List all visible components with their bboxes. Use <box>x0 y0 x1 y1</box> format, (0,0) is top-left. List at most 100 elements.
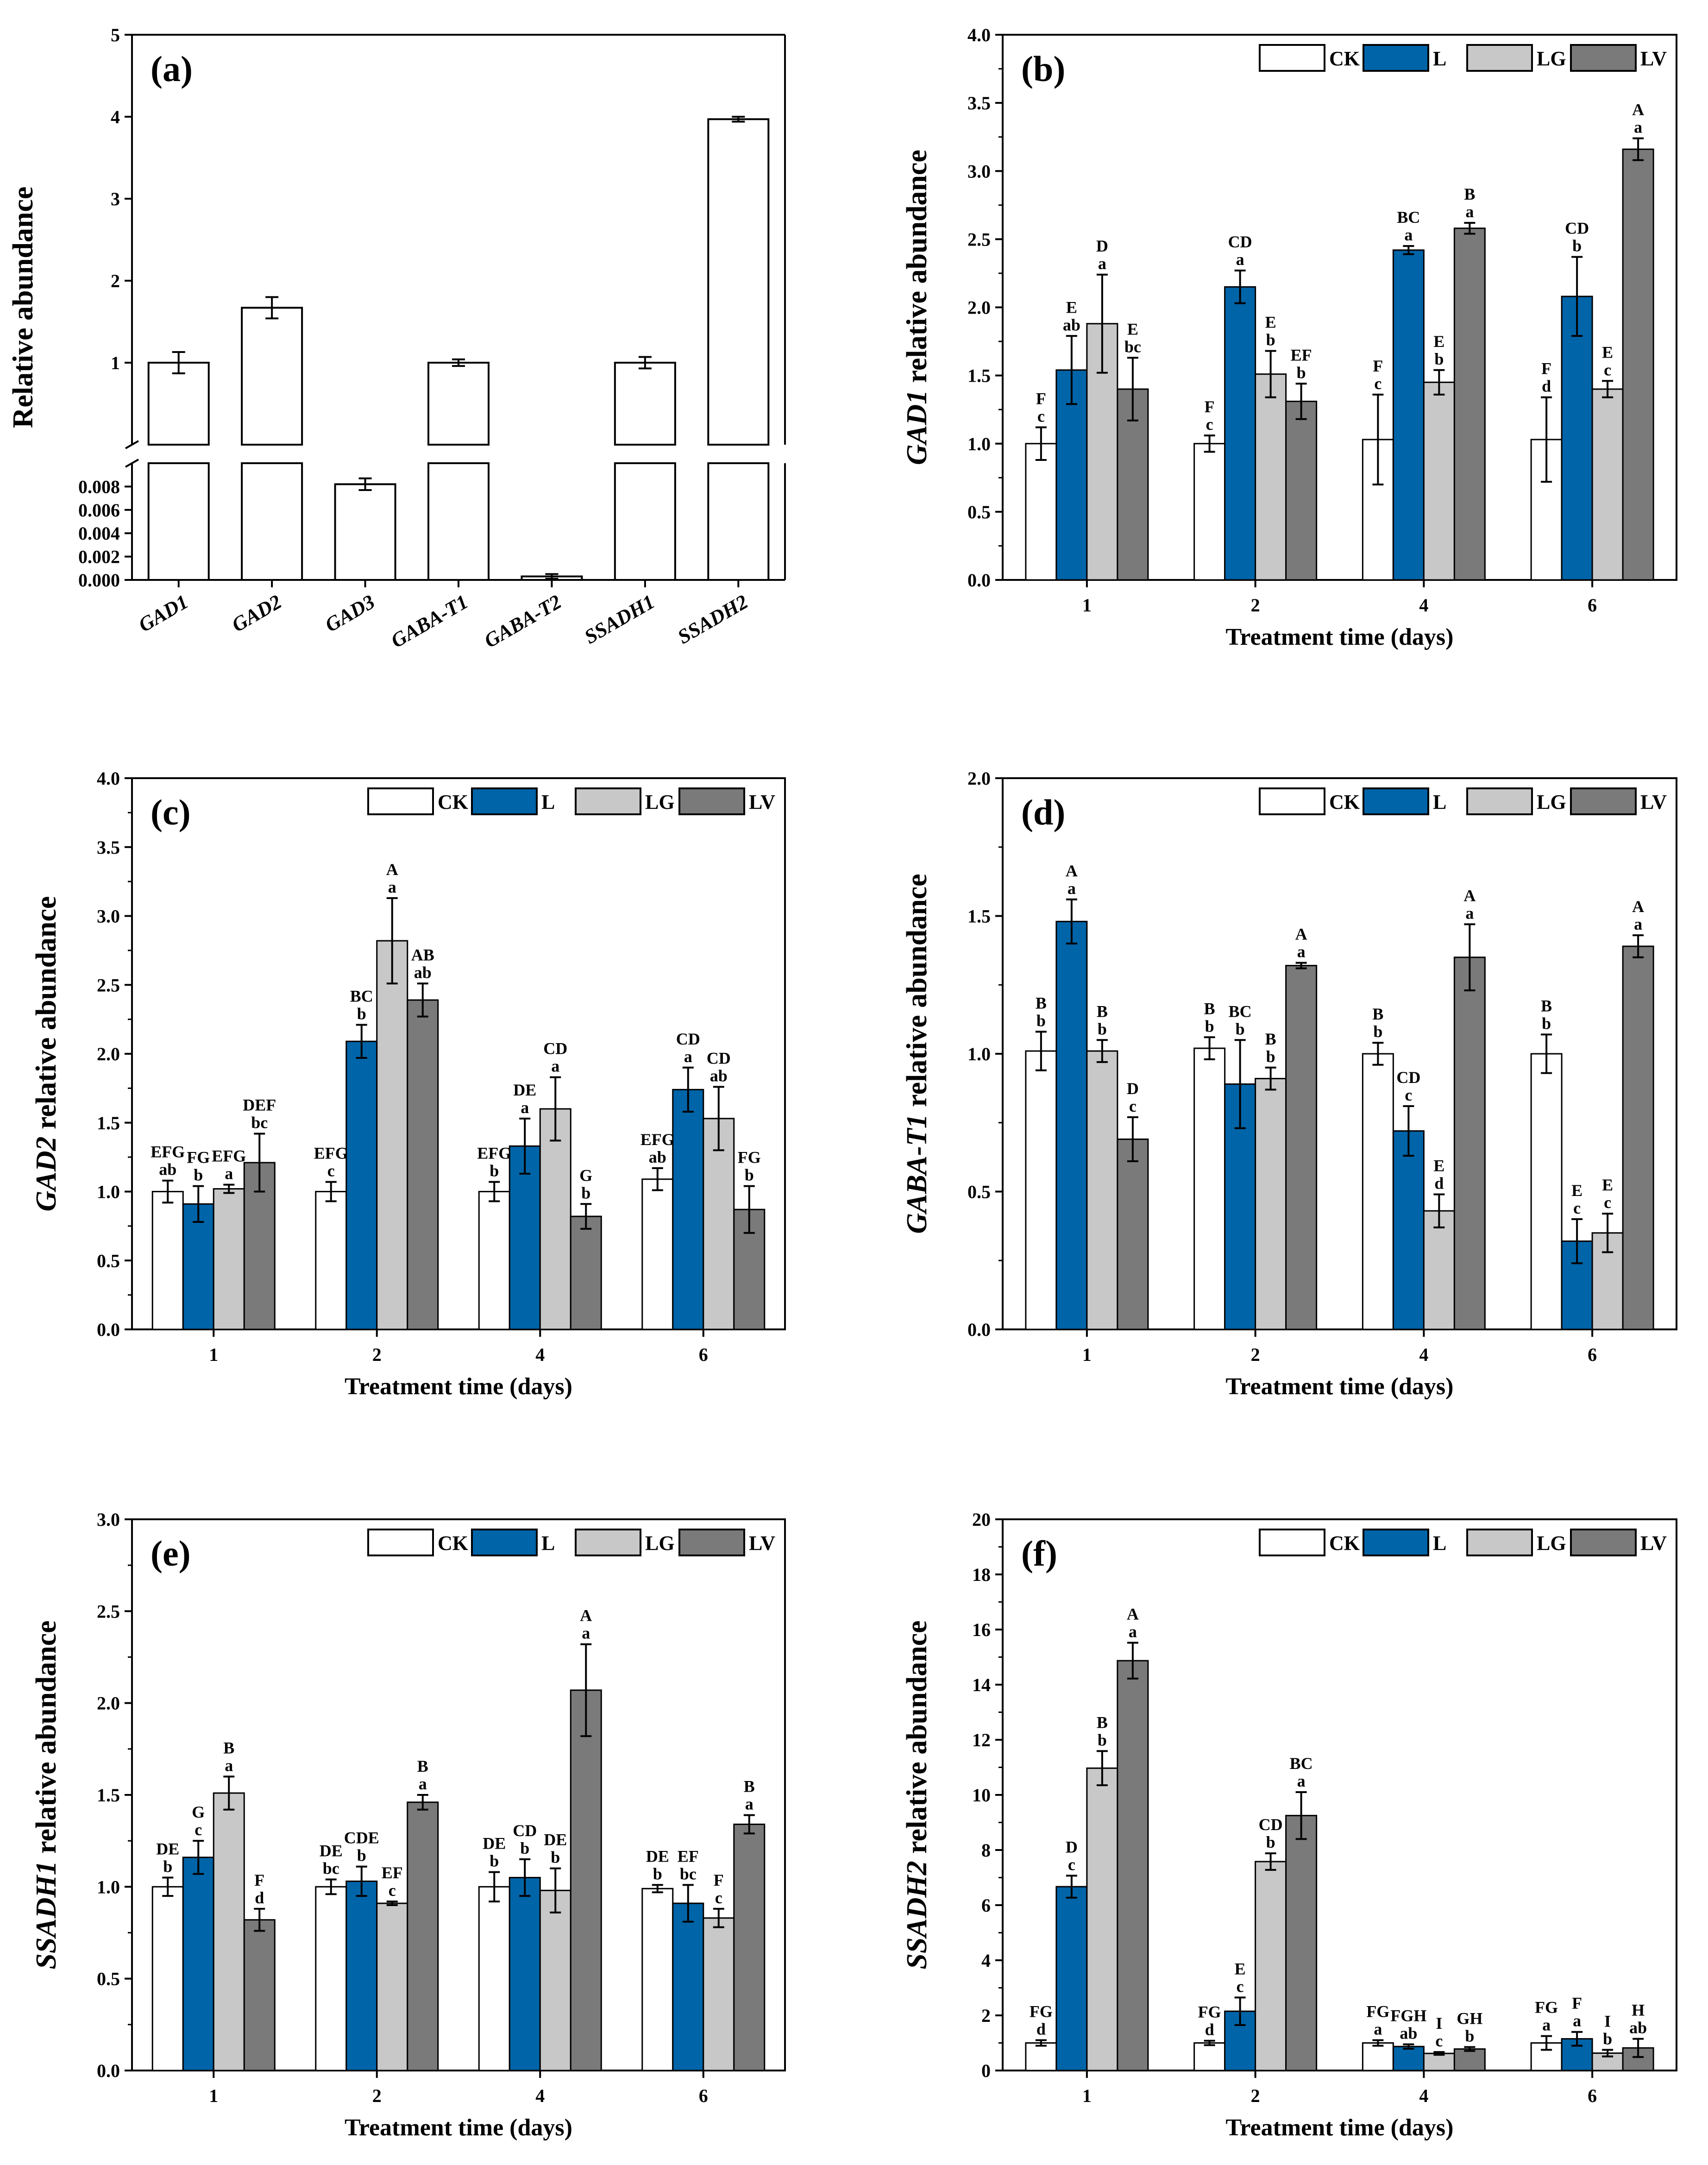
x-tick-label: 2 <box>1251 595 1260 616</box>
significance-upper: B <box>1372 1005 1383 1023</box>
significance-lower: bc <box>251 1114 268 1132</box>
bar-lg <box>1086 1767 1118 2071</box>
significance-upper: E <box>1235 1959 1246 1978</box>
significance-lower: d <box>1434 1174 1444 1192</box>
bar-lv <box>1285 1815 1318 2071</box>
bar-lv <box>1622 945 1654 1330</box>
significance-upper: F <box>1036 389 1046 408</box>
y-axis-gene: SSADH1 <box>31 1861 62 1969</box>
bar-lv <box>407 999 439 1330</box>
legend-swatch-lg <box>1466 1529 1533 1556</box>
legend-label: L <box>541 791 555 813</box>
panel-label: (b) <box>1021 49 1065 89</box>
significance-upper: H <box>1632 2001 1645 2020</box>
significance-lower: a <box>551 1057 559 1076</box>
significance-upper: E <box>1433 1156 1444 1175</box>
significance-upper: F <box>1373 357 1383 375</box>
significance-lower: a <box>1098 254 1106 273</box>
bar-ck <box>1193 2042 1226 2071</box>
significance-lower: c <box>1237 1977 1244 1995</box>
significance-lower: b <box>1297 363 1306 382</box>
x-tick-label: 2 <box>1251 1344 1260 1365</box>
significance-upper: CD <box>513 1821 537 1840</box>
y-tick-label: 18 <box>972 1564 991 1585</box>
y-tick-label: 6 <box>981 1895 991 1916</box>
y-tick-label: 0.5 <box>967 502 991 522</box>
bar-ck <box>478 1886 510 2071</box>
significance-upper: EF <box>382 1863 403 1882</box>
significance-lower: bc <box>680 1864 697 1883</box>
category-label: GAD1 <box>135 590 192 636</box>
significance-lower: b <box>1542 1014 1551 1032</box>
y-tick-label: 1.5 <box>97 1113 120 1133</box>
legend-swatch-l <box>471 787 538 815</box>
significance-lower: c <box>1037 407 1045 425</box>
y-tick-label: 0.5 <box>97 1969 120 1989</box>
significance-upper: E <box>1127 320 1138 338</box>
bar-lg <box>1255 1078 1287 1330</box>
bar-lv <box>570 1689 602 2071</box>
significance-lower: d <box>255 1888 264 1907</box>
legend-swatch-lg <box>1466 787 1533 815</box>
x-axis-label: Treatment time (days) <box>345 1373 572 1400</box>
significance-upper: A <box>1127 1605 1139 1624</box>
bar-ck <box>1530 1053 1563 1330</box>
significance-upper: DE <box>513 1081 536 1099</box>
y-tick-label: 4 <box>981 1950 991 1971</box>
legend-swatch-l <box>1363 787 1429 815</box>
bar-lg <box>376 940 408 1330</box>
y-tick-label: 2.0 <box>967 768 991 789</box>
legend-label: L <box>1433 791 1446 813</box>
legend-swatch-lv <box>678 1529 745 1556</box>
bar-ck <box>1193 1047 1226 1330</box>
significance-lower: bc <box>1124 337 1141 356</box>
y-axis-label: GABA-T1 relative abundance <box>901 874 933 1234</box>
y-tick-label: 0.006 <box>78 500 120 521</box>
y-axis-label: GAD1 relative abundance <box>901 150 933 465</box>
significance-lower: c <box>1573 1199 1581 1217</box>
significance-lower: b <box>1098 1020 1107 1038</box>
significance-lower: b <box>1373 1022 1382 1041</box>
bar-lg <box>1255 1861 1287 2071</box>
x-axis-label: Treatment time (days) <box>1226 2115 1454 2141</box>
legend-label: CK <box>1329 791 1360 813</box>
x-tick-label: 4 <box>535 2085 545 2106</box>
significance-upper: GH <box>1457 2009 1482 2027</box>
legend-label: LG <box>1537 791 1566 813</box>
axis-break-mark <box>125 440 139 449</box>
bar-upper <box>427 362 490 446</box>
significance-upper: B <box>1036 994 1047 1012</box>
significance-lower: a <box>1068 879 1076 898</box>
bar-ck <box>151 1886 184 2071</box>
significance-upper: DE <box>156 1840 179 1858</box>
bar-lv <box>243 1919 276 2071</box>
legend-label: CK <box>438 791 468 813</box>
significance-lower: a <box>1297 943 1306 961</box>
significance-lower: a <box>225 1164 233 1183</box>
significance-lower: d <box>1542 377 1551 396</box>
significance-upper: FG <box>187 1148 210 1167</box>
y-tick-label: 1.5 <box>967 365 991 386</box>
bar-ck <box>1025 443 1057 581</box>
bar-upper <box>147 362 210 446</box>
significance-lower: a <box>1634 915 1642 933</box>
significance-upper: B <box>1541 996 1552 1015</box>
bar-ck <box>641 1178 674 1330</box>
significance-upper: B <box>744 1777 755 1796</box>
significance-upper: A <box>580 1606 592 1625</box>
bar-ck <box>641 1888 674 2071</box>
x-tick-label: 6 <box>1588 595 1597 616</box>
y-axis-label: GAD2 relative abundance <box>31 896 62 1212</box>
y-tick-label: 4.0 <box>967 25 991 45</box>
y-axis-rest: relative abundance <box>901 874 933 1114</box>
y-tick-label: 2.0 <box>97 1693 120 1714</box>
bar-ck <box>315 1886 347 2071</box>
significance-lower: c <box>1604 360 1611 379</box>
bar-upper <box>707 118 770 446</box>
y-tick-label: 0 <box>981 2060 991 2081</box>
significance-upper: DE <box>544 1831 567 1849</box>
legend-swatch-ck <box>1259 787 1325 815</box>
significance-upper: AB <box>411 945 434 964</box>
legend-label: LV <box>1640 1532 1667 1555</box>
